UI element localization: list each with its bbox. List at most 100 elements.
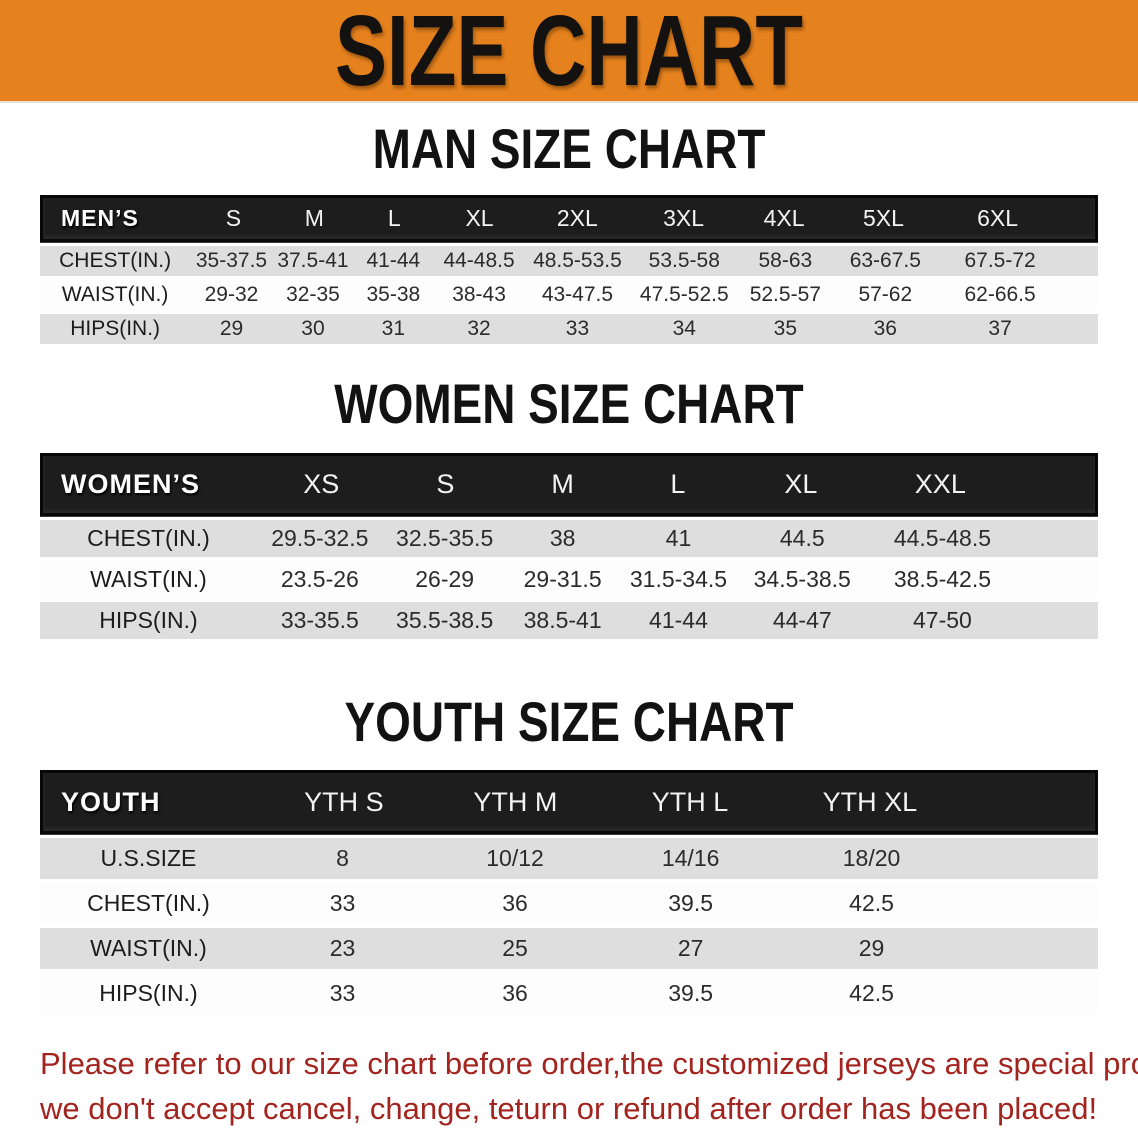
women-value-cell: 29-31.5 [523,566,602,592]
men-size-column-header: 6XL [977,205,1019,231]
men-value-cell: 63-67.5 [849,249,921,272]
women-size-column-header: XS [303,469,340,499]
youth-value-cell: 36 [502,890,528,916]
women-value-cell: 33-35.5 [280,607,359,633]
youth-table-row: WAIST(IN.) 23 25 27 29 [40,928,1098,969]
women-value-cell: 35.5-38.5 [396,607,494,633]
youth-value-cell: 33 [329,980,356,1006]
youth-row-label: HIPS(IN.) [99,980,198,1006]
men-value-cell: 41-44 [366,249,421,272]
women-size-column-header: L [670,469,686,499]
men-row-label: WAIST(IN.) [61,283,169,306]
men-size-column-header: 5XL [863,205,904,231]
men-value-cell: 44-48.5 [443,249,515,272]
youth-size-column-header: YTH S [304,786,384,817]
men-size-column-header: M [304,205,324,231]
women-value-cell: 29.5-32.5 [271,525,369,551]
men-value-cell: 48.5-53.5 [533,249,622,272]
youth-value-cell: 36 [502,980,528,1006]
youth-value-cell: 18/20 [842,845,901,871]
men-value-cell: 53.5-58 [648,249,720,272]
men-corner-label: MEN’S [61,205,139,231]
youth-value-cell: 42.5 [849,980,894,1006]
women-corner-label: WOMEN’S [61,469,200,499]
women-value-cell: 31.5-34.5 [629,566,728,592]
women-value-cell: 38.5-42.5 [893,566,992,592]
men-value-cell: 43-47.5 [541,283,614,306]
women-table-row: WAIST(IN.) 23.5-26 26-29 29-31.5 31.5-34.5 34… [40,561,1098,598]
men-value-cell: 29 [219,317,244,340]
women-size-table: WOMEN’S XS S M L XL XXL CHEST(IN.) 29.5-32.5 32.5… [40,453,1098,639]
men-size-column-header: L [387,205,401,231]
youth-value-cell: 39.5 [668,980,714,1006]
women-row-label: WAIST(IN.) [90,566,207,592]
youth-table-row: U.S.SIZE 8 10/12 14/16 18/20 [40,838,1098,879]
men-value-cell: 67.5-72 [964,249,1036,272]
men-value-cell: 35 [773,317,797,340]
women-table-row: CHEST(IN.) 29.5-32.5 32.5-35.5 38 41 44.5 44.5… [40,520,1098,557]
youth-value-cell: 25 [502,935,528,961]
men-table-row: CHEST(IN.) 35-37.5 37.5-41 41-44 44-48.5 48.5… [40,246,1098,276]
men-value-cell: 62-66.5 [964,283,1036,306]
men-value-cell: 37 [988,317,1012,340]
men-value-cell: 35-37.5 [195,249,268,272]
men-value-cell: 33 [565,317,590,340]
women-value-cell: 23.5-26 [280,566,359,592]
women-value-cell: 32.5-35.5 [396,525,494,551]
women-value-cell: 44.5-48.5 [893,525,992,551]
women-row-label: CHEST(IN.) [87,525,210,551]
youth-table-row: CHEST(IN.) 33 36 39.5 42.5 [40,883,1098,924]
men-size-table: MEN’S S M L XL 2XL 3XL 4XL 5XL 6XL CHEST(IN.) 35-37… [40,195,1098,344]
women-value-cell: 47-50 [913,607,972,633]
youth-value-cell: 10/12 [486,845,544,871]
women-section-heading: WOMEN SIZE CHART [334,372,804,435]
men-size-column-header: 4XL [763,205,805,231]
women-value-cell: 41-44 [649,607,708,633]
women-table-header-row: WOMEN’S XS S M L XL XXL [40,453,1098,516]
men-value-cell: 52.5-57 [749,283,821,306]
men-value-cell: 47.5-52.5 [639,283,729,306]
women-value-cell: 26-29 [415,566,475,592]
youth-table-row: HIPS(IN.) 33 36 39.5 42.5 [40,973,1098,1014]
men-value-cell: 35-38 [366,283,421,306]
men-value-cell: 36 [873,317,897,340]
women-value-cell: 34.5-38.5 [753,566,851,592]
men-value-cell: 34 [672,317,696,340]
youth-size-column-header: YTH M [473,786,558,817]
youth-value-cell: 33 [329,890,356,916]
men-value-cell: 32-35 [286,283,340,306]
men-value-cell: 58-63 [758,249,813,272]
men-section-heading: MAN SIZE CHART [372,117,766,180]
women-value-cell: 38.5-41 [523,607,602,633]
youth-value-cell: 23 [329,935,356,961]
youth-section-heading: YOUTH SIZE CHART [344,690,794,753]
disclaimer-note: Please refer to our size chart before or… [40,1041,1138,1131]
men-value-cell: 31 [381,317,406,340]
men-value-cell: 57-62 [858,283,913,306]
men-table-row: HIPS(IN.) 29 30 31 32 33 34 35 36 37 [40,314,1098,344]
youth-value-cell: 8 [336,845,349,871]
men-size-column-header: XL [465,205,494,231]
men-table-row: WAIST(IN.) 29-32 32-35 35-38 38-43 43-47.5 47.… [40,280,1098,310]
men-table-header-row: MEN’S S M L XL 2XL 3XL 4XL 5XL 6XL [40,195,1098,242]
youth-row-label: CHEST(IN.) [87,890,210,916]
youth-value-cell: 27 [677,935,704,961]
men-size-column-header: 2XL [556,205,598,231]
men-row-label: CHEST(IN.) [59,249,172,272]
youth-value-cell: 29 [858,935,885,961]
youth-size-column-header: YTH L [651,786,729,817]
size-chart-banner: SIZE CHART [0,0,1138,103]
disclaimer-line-1: Please refer to our size chart before or… [40,1046,1138,1081]
men-value-cell: 38-43 [452,283,506,306]
men-value-cell: 29-32 [204,283,259,306]
men-size-column-header: 3XL [663,205,705,231]
youth-row-label: U.S.SIZE [100,845,197,871]
women-value-cell: 44-47 [772,607,832,633]
men-row-label: HIPS(IN.) [70,317,161,340]
youth-value-cell: 42.5 [849,890,894,916]
disclaimer-line-2: we don't accept cancel, change, teturn o… [40,1091,1098,1126]
youth-corner-label: YOUTH [61,786,161,817]
men-value-cell: 37.5-41 [277,249,349,272]
youth-value-cell: 39.5 [668,890,714,916]
youth-table-header-row: YOUTH YTH S YTH M YTH L YTH XL [40,770,1098,834]
